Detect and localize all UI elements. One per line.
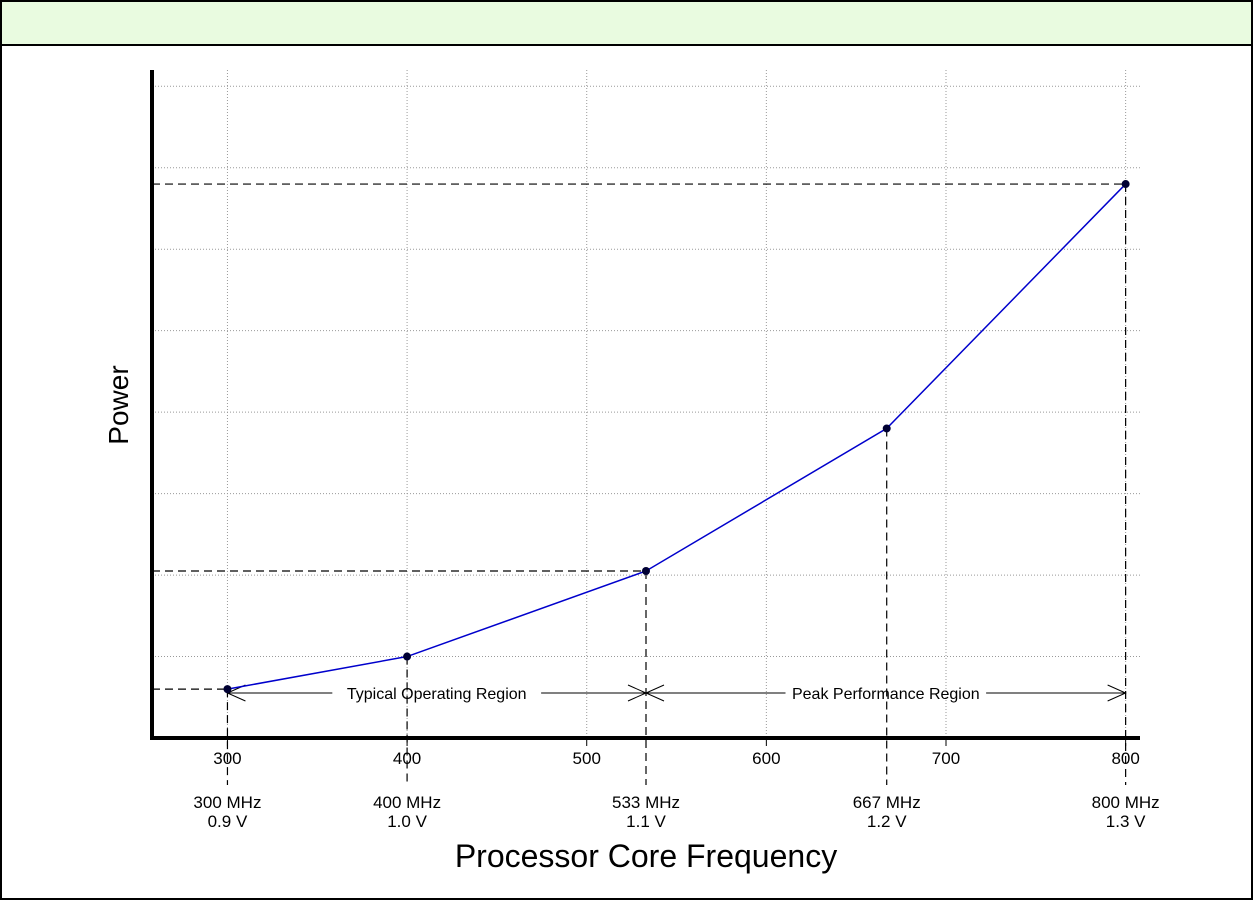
region-label: Peak Performance Region bbox=[792, 686, 980, 703]
region-peak: Peak Performance Region bbox=[644, 684, 1127, 703]
region-annotations: Typical Operating Region Peak Performance… bbox=[226, 684, 1127, 703]
arrowhead-left bbox=[644, 684, 665, 702]
data-point bbox=[882, 424, 891, 433]
series-line bbox=[227, 183, 1127, 690]
region-label: Typical Operating Region bbox=[347, 686, 527, 703]
point-label-frequency: 400 MHz bbox=[373, 793, 441, 812]
point-label-frequency: 533 MHz bbox=[612, 793, 680, 812]
data-point bbox=[1121, 180, 1130, 189]
grid-lines bbox=[152, 70, 1140, 738]
arrowhead-right bbox=[1107, 684, 1127, 702]
x-tick-label: 500 bbox=[573, 749, 601, 768]
point-label-frequency: 300 MHz bbox=[193, 793, 261, 812]
x-tick-label: 700 bbox=[932, 749, 960, 768]
point-label-voltage: 1.2 V bbox=[867, 812, 907, 831]
series-power bbox=[223, 180, 1130, 694]
x-tick-label: 300 bbox=[213, 749, 241, 768]
x-tick-label: 800 bbox=[1111, 749, 1139, 768]
data-point bbox=[403, 652, 412, 661]
guide-lines bbox=[152, 183, 1127, 785]
axes bbox=[150, 70, 1140, 740]
point-label-frequency: 667 MHz bbox=[853, 793, 921, 812]
x-tick-label: 600 bbox=[752, 749, 780, 768]
x-tick-label: 400 bbox=[393, 749, 421, 768]
y-axis-label: Power bbox=[103, 365, 134, 444]
x-axis-label: Processor Core Frequency bbox=[455, 838, 837, 874]
point-label-voltage: 1.3 V bbox=[1106, 812, 1146, 831]
header-band bbox=[1, 1, 1253, 46]
point-label-frequency: 800 MHz bbox=[1092, 793, 1160, 812]
x-tick-labels: 300 400 500 600 700 800 bbox=[213, 738, 1140, 768]
point-label-voltage: 0.9 V bbox=[208, 812, 248, 831]
point-label-voltage: 1.0 V bbox=[387, 812, 427, 831]
region-typical: Typical Operating Region bbox=[226, 684, 648, 703]
point-label-voltage: 1.1 V bbox=[626, 812, 666, 831]
data-point bbox=[642, 567, 650, 575]
data-point bbox=[223, 685, 232, 694]
